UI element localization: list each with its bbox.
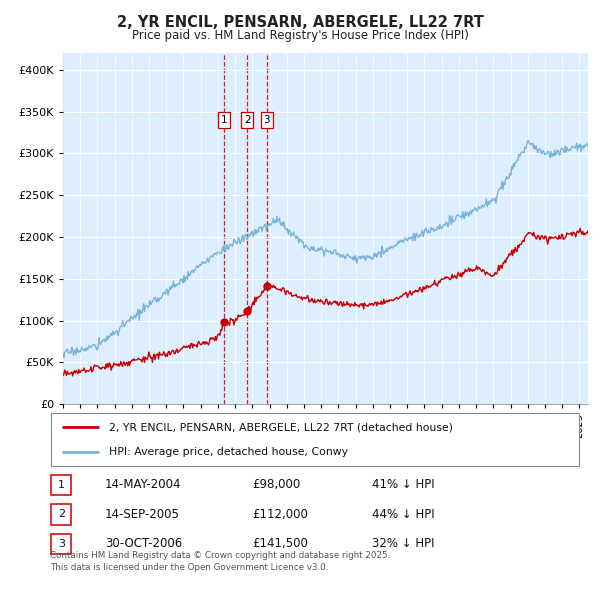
Text: 44% ↓ HPI: 44% ↓ HPI (372, 508, 434, 521)
Text: 14-MAY-2004: 14-MAY-2004 (105, 478, 182, 491)
FancyBboxPatch shape (51, 475, 71, 495)
Text: 3: 3 (58, 539, 65, 549)
Text: 1: 1 (221, 115, 227, 125)
Text: 2: 2 (58, 510, 65, 519)
Text: 41% ↓ HPI: 41% ↓ HPI (372, 478, 434, 491)
Text: £141,500: £141,500 (252, 537, 308, 550)
Text: 14-SEP-2005: 14-SEP-2005 (105, 508, 180, 521)
Text: £98,000: £98,000 (252, 478, 300, 491)
Text: £112,000: £112,000 (252, 508, 308, 521)
Text: 3: 3 (263, 115, 270, 125)
FancyBboxPatch shape (51, 504, 71, 525)
Text: 2, YR ENCIL, PENSARN, ABERGELE, LL22 7RT: 2, YR ENCIL, PENSARN, ABERGELE, LL22 7RT (116, 15, 484, 30)
Text: 30-OCT-2006: 30-OCT-2006 (105, 537, 182, 550)
Text: Price paid vs. HM Land Registry's House Price Index (HPI): Price paid vs. HM Land Registry's House … (131, 30, 469, 42)
Text: 32% ↓ HPI: 32% ↓ HPI (372, 537, 434, 550)
FancyBboxPatch shape (51, 413, 579, 466)
Text: 1: 1 (58, 480, 65, 490)
Text: Contains HM Land Registry data © Crown copyright and database right 2025.
This d: Contains HM Land Registry data © Crown c… (50, 552, 390, 572)
Text: 2: 2 (244, 115, 251, 125)
FancyBboxPatch shape (51, 534, 71, 554)
Text: HPI: Average price, detached house, Conwy: HPI: Average price, detached house, Conw… (109, 447, 348, 457)
Text: 2, YR ENCIL, PENSARN, ABERGELE, LL22 7RT (detached house): 2, YR ENCIL, PENSARN, ABERGELE, LL22 7RT… (109, 422, 453, 432)
